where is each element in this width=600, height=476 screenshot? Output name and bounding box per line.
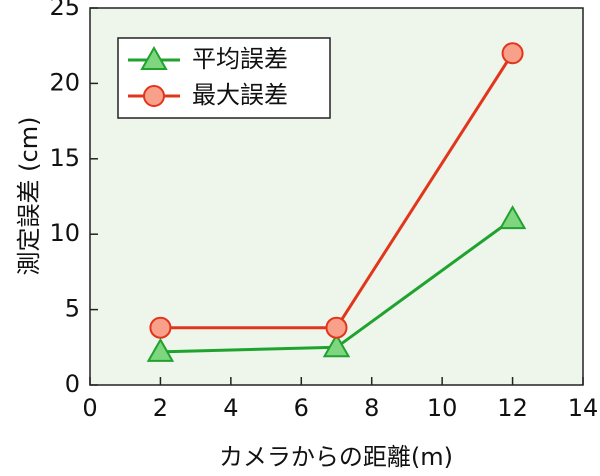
x-tick-label: 4 bbox=[223, 394, 238, 422]
x-tick-label: 6 bbox=[294, 394, 309, 422]
x-tick-label: 0 bbox=[82, 394, 97, 422]
legend-marker bbox=[140, 45, 168, 70]
x-tick-label: 14 bbox=[568, 394, 599, 422]
x-tick-label: 8 bbox=[364, 394, 379, 422]
y-tick-label: 15 bbox=[49, 144, 80, 172]
data-point bbox=[149, 316, 172, 339]
y-tick-label: 0 bbox=[65, 370, 80, 398]
data-point bbox=[322, 333, 351, 358]
y-tick-label: 5 bbox=[65, 295, 80, 323]
y-axis-label: 測定誤差 (cm) bbox=[15, 117, 43, 276]
data-point bbox=[501, 42, 524, 65]
y-tick-label: 25 bbox=[49, 0, 80, 21]
legend-marker bbox=[143, 85, 165, 107]
data-point bbox=[498, 205, 527, 230]
legend-label: 平均誤差 bbox=[192, 45, 288, 73]
x-tick-label: 2 bbox=[153, 394, 168, 422]
data-point bbox=[146, 337, 175, 362]
data-point bbox=[325, 316, 348, 339]
x-axis-label: カメラからの距離(m) bbox=[219, 443, 453, 471]
x-tick-label: 12 bbox=[497, 394, 528, 422]
y-tick-label: 20 bbox=[49, 68, 80, 96]
x-tick-label: 10 bbox=[427, 394, 458, 422]
y-tick-label: 10 bbox=[49, 219, 80, 247]
legend-label: 最大誤差 bbox=[192, 81, 288, 109]
